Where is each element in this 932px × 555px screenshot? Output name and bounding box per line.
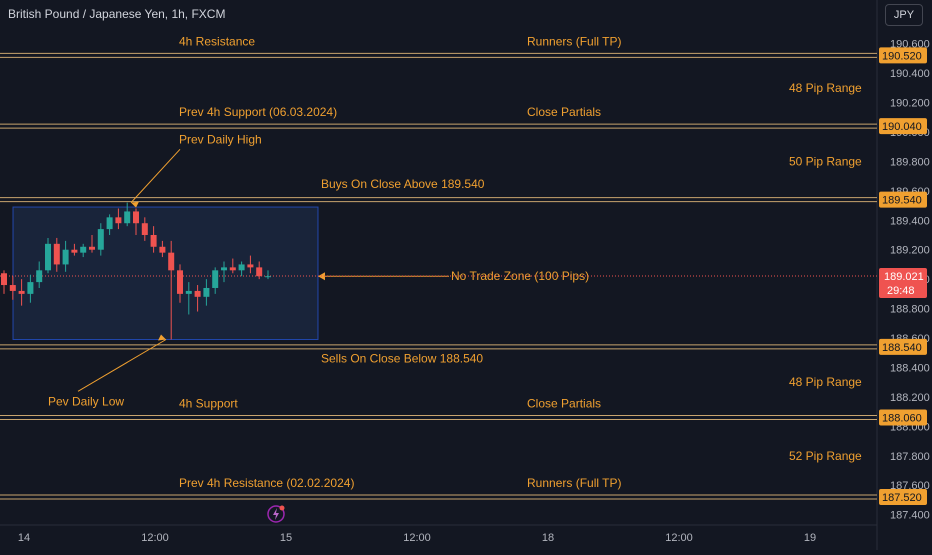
y-tick-label-1: 190.400 bbox=[890, 68, 930, 80]
candle-body-12 bbox=[106, 217, 113, 230]
currency-button[interactable]: JPY bbox=[885, 4, 923, 26]
candle-body-19 bbox=[168, 252, 175, 271]
x-tick-label-3: 12:00 bbox=[403, 532, 431, 544]
lightning-icon-bolt bbox=[273, 508, 279, 520]
candle-body-27 bbox=[238, 264, 245, 271]
candle-body-15 bbox=[133, 211, 139, 224]
candle-body-23 bbox=[203, 287, 210, 297]
range-label-3: 52 Pip Range bbox=[789, 449, 862, 463]
candle-body-26 bbox=[229, 267, 236, 271]
level-label-left-5: Prev 4h Resistance (02.02.2024) bbox=[179, 476, 354, 490]
prev-daily-low-label: Pev Daily Low bbox=[48, 394, 124, 408]
level-label-left-1: Prev 4h Support (06.03.2024) bbox=[179, 105, 337, 119]
level-price-tag-text-5: 187.520 bbox=[882, 492, 922, 504]
level-price-tag-1 bbox=[879, 118, 927, 135]
candle-body-6 bbox=[53, 243, 60, 265]
candle-body-2 bbox=[18, 290, 25, 294]
level-price-tag-text-0: 190.520 bbox=[882, 50, 922, 62]
current-price-value: 189.021 bbox=[884, 271, 924, 283]
candle-body-4 bbox=[36, 270, 43, 283]
sells-annotation: Sells On Close Below 188.540 bbox=[321, 352, 483, 366]
prev-daily-high-arrow bbox=[130, 148, 181, 203]
candle-body-13 bbox=[115, 217, 122, 224]
level-price-tag-text-4: 188.060 bbox=[882, 413, 922, 425]
candle-body-21 bbox=[185, 290, 192, 294]
level-label-left-0: 4h Resistance bbox=[179, 34, 255, 48]
candle-body-9 bbox=[80, 246, 87, 253]
candle-body-10 bbox=[89, 246, 95, 250]
no-trade-zone-label: No Trade Zone (100 Pips) bbox=[451, 269, 589, 283]
candle-body-17 bbox=[150, 234, 157, 247]
candle-body-0 bbox=[1, 273, 7, 286]
current-price-countdown: 29:48 bbox=[887, 285, 915, 297]
candle-body-8 bbox=[71, 249, 78, 253]
prev-daily-high-label: Prev Daily High bbox=[179, 132, 262, 146]
level-price-tag-4 bbox=[879, 409, 927, 426]
candle-body-16 bbox=[141, 223, 148, 235]
level-price-tag-2 bbox=[879, 191, 927, 208]
buys-annotation: Buys On Close Above 189.540 bbox=[321, 177, 485, 191]
range-label-0: 48 Pip Range bbox=[789, 81, 862, 95]
candle-body-7 bbox=[62, 249, 69, 265]
lightning-icon bbox=[267, 505, 285, 523]
candle-body-3 bbox=[27, 282, 34, 294]
candle-body-20 bbox=[177, 270, 183, 294]
x-tick-label-0: 14 bbox=[18, 532, 30, 544]
y-tick-label-2: 190.200 bbox=[890, 98, 930, 110]
prev-daily-low-arrowhead bbox=[158, 334, 166, 341]
level-price-tag-text-1: 190.040 bbox=[882, 121, 922, 133]
candle-body-22 bbox=[194, 290, 201, 297]
level-price-tag-5 bbox=[879, 488, 927, 505]
level-label-right-0: Runners (Full TP) bbox=[527, 34, 621, 48]
candle-body-11 bbox=[97, 229, 104, 250]
candle-body-5 bbox=[45, 243, 51, 271]
candle-body-14 bbox=[124, 211, 131, 224]
level-price-tag-3 bbox=[879, 338, 927, 355]
level-price-tag-text-2: 189.540 bbox=[882, 195, 922, 207]
y-tick-label-14: 187.800 bbox=[890, 451, 930, 463]
prev-daily-low-arrow bbox=[77, 339, 167, 392]
no-trade-zone-box bbox=[12, 206, 319, 340]
y-tick-label-12: 188.200 bbox=[890, 392, 930, 404]
x-tick-label-2: 15 bbox=[280, 532, 292, 544]
candle-body-30 bbox=[265, 276, 271, 278]
notification-dot bbox=[279, 505, 285, 511]
level-label-left-4: 4h Support bbox=[179, 397, 238, 411]
candle-body-28 bbox=[247, 264, 254, 268]
y-tick-label-9: 188.800 bbox=[890, 304, 930, 316]
range-label-1: 50 Pip Range bbox=[789, 154, 862, 168]
y-tick-label-6: 189.400 bbox=[890, 215, 930, 227]
y-tick-label-7: 189.200 bbox=[890, 245, 930, 257]
y-tick-label-4: 189.800 bbox=[890, 156, 930, 168]
x-tick-label-5: 12:00 bbox=[665, 532, 693, 544]
level-label-right-5: Runners (Full TP) bbox=[527, 476, 621, 490]
x-tick-label-1: 12:00 bbox=[141, 532, 169, 544]
candle-body-29 bbox=[256, 267, 263, 277]
level-price-tag-0 bbox=[879, 47, 927, 64]
level-price-tag-text-3: 188.540 bbox=[882, 342, 922, 354]
x-tick-label-6: 19 bbox=[804, 532, 816, 544]
candle-body-24 bbox=[212, 270, 219, 288]
candle-body-18 bbox=[159, 246, 166, 253]
candle-body-1 bbox=[9, 285, 16, 291]
y-tick-label-11: 188.400 bbox=[890, 362, 930, 374]
symbol-title: British Pound / Japanese Yen, 1h, FXCM bbox=[8, 7, 226, 21]
range-label-2: 48 Pip Range bbox=[789, 375, 862, 389]
level-label-right-4: Close Partials bbox=[527, 397, 601, 411]
level-label-right-1: Close Partials bbox=[527, 105, 601, 119]
x-tick-label-4: 18 bbox=[542, 532, 554, 544]
candle-body-25 bbox=[221, 267, 227, 271]
current-price-tag bbox=[879, 268, 927, 299]
y-tick-label-16: 187.400 bbox=[890, 510, 930, 522]
prev-daily-high-arrowhead bbox=[131, 201, 139, 208]
